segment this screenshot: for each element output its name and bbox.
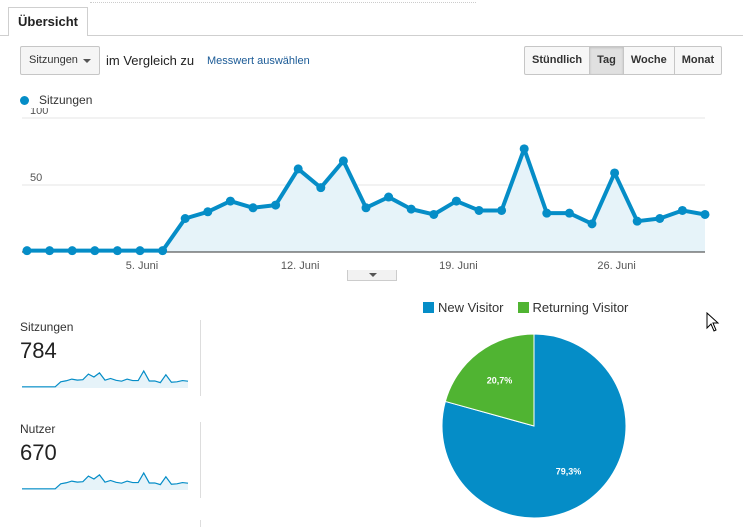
data-point (112, 246, 122, 256)
series-area (27, 148, 705, 252)
data-point (474, 205, 484, 215)
legend-dot-icon (20, 95, 29, 105)
data-point (497, 205, 507, 215)
data-point (384, 192, 394, 202)
chevron-down-icon (83, 59, 91, 63)
tab-overview[interactable]: Übersicht (8, 7, 88, 36)
select-metric-link[interactable]: Messwert auswählen (207, 55, 310, 67)
data-point (542, 208, 552, 218)
data-point (338, 156, 348, 166)
scorecard-label: Sitzungen (20, 320, 74, 334)
scorecard-label: Nutzer (20, 422, 56, 436)
compare-label: im Vergleich zu (106, 53, 195, 68)
pie-slice (441, 333, 627, 519)
pie-slice-label: 20,7% (487, 376, 513, 386)
sessions-line-chart: 100 50 5. Juni 12. Juni 19. Juni 26. Juni (22, 108, 710, 272)
collapse-chart-handle[interactable] (347, 270, 397, 281)
data-point (135, 246, 145, 256)
data-point (271, 200, 281, 210)
scorecard-users[interactable]: Nutzer 670 (20, 422, 205, 497)
mouse-cursor-icon (706, 312, 720, 332)
data-point (180, 214, 190, 223)
x-tick-label: 26. Juni (597, 260, 636, 272)
scorecard-divider (200, 320, 201, 396)
legend-swatch (517, 302, 529, 313)
pie-slice (444, 333, 535, 427)
data-point (316, 183, 326, 193)
data-point (225, 196, 235, 206)
y-tick-label: 50 (30, 172, 42, 184)
data-point (361, 203, 371, 213)
scorecard-divider (200, 422, 201, 498)
caret-down-icon (369, 273, 377, 277)
scorecard-value: 670 (20, 440, 57, 465)
sparkline-line (22, 369, 189, 388)
top-divider (90, 2, 476, 3)
legend-sessions-label: Sitzungen (39, 93, 93, 107)
data-point (22, 246, 32, 256)
scorecard-divider (200, 520, 201, 527)
data-point (45, 246, 55, 256)
data-point (677, 205, 687, 215)
x-tick-label: 12. Juni (281, 260, 320, 272)
sparkline (22, 471, 189, 490)
data-point (67, 246, 77, 256)
legend-item-new-visitor[interactable]: New Visitor (423, 300, 504, 315)
data-point (451, 196, 461, 206)
sparkline-area (22, 371, 188, 388)
data-point (406, 204, 416, 214)
y-tick-label: 100 (30, 108, 48, 117)
legend-swatch (423, 302, 434, 313)
metric-select-value: Sitzungen (29, 54, 78, 66)
tab-underline (0, 35, 743, 36)
sparkline (22, 369, 189, 388)
data-point (610, 168, 620, 178)
x-tick-label: 19. Juni (439, 260, 478, 272)
data-point (587, 219, 597, 229)
granularity-buttons: Stündlich Tag Woche Monat (524, 46, 723, 75)
legend-item-returning-visitor[interactable]: Returning Visitor (517, 300, 629, 315)
legend-label: Returning Visitor (532, 300, 629, 315)
data-point (632, 216, 642, 226)
data-point (203, 207, 213, 217)
legend-label: New Visitor (438, 300, 504, 315)
pie-legend: New Visitor Returning Visitor (423, 300, 642, 315)
data-point (429, 209, 439, 219)
day-button[interactable]: Tag (589, 46, 624, 75)
month-button[interactable]: Monat (673, 46, 723, 75)
data-point (655, 214, 665, 223)
sparkline-line (22, 471, 189, 490)
chart-legend: Sitzungen (20, 93, 92, 107)
data-point (158, 246, 168, 256)
hourly-button[interactable]: Stündlich (524, 46, 591, 75)
data-point (519, 144, 529, 154)
scorecard-value: 784 (20, 338, 57, 363)
data-point (564, 208, 574, 218)
scorecard-sessions[interactable]: Sitzungen 784 (20, 320, 205, 395)
data-point (293, 164, 303, 174)
pie-slice-label: 79,3% (556, 466, 582, 476)
sparkline-area (22, 473, 188, 490)
x-tick-label: 5. Juni (126, 260, 158, 272)
week-button[interactable]: Woche (622, 46, 675, 75)
data-point (248, 203, 258, 213)
data-point (90, 246, 100, 256)
data-point (700, 209, 710, 219)
metric-select[interactable]: Sitzungen (20, 46, 100, 75)
visitor-type-pie-chart: 79,3% 20,7% (441, 333, 627, 519)
